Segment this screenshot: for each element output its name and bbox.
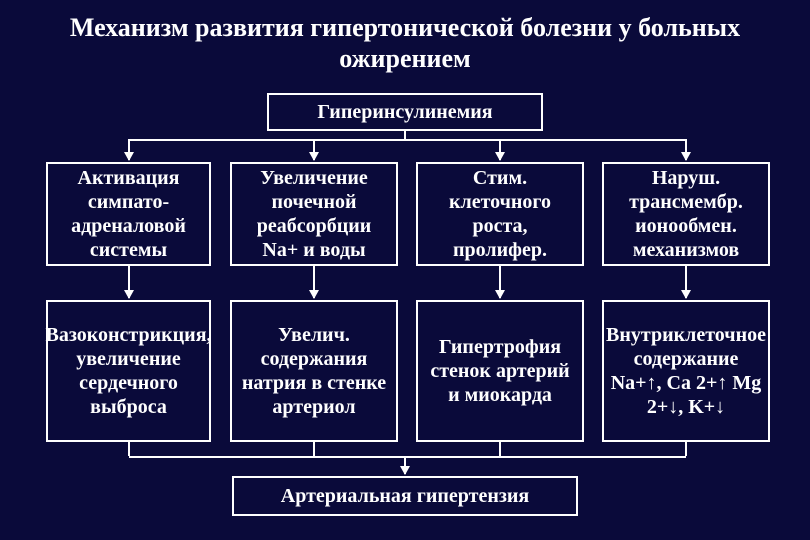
- arrow-top-to-r1-0: [128, 139, 130, 160]
- connector-r2-down-0: [128, 442, 130, 456]
- connector-r2-down-1: [313, 442, 315, 456]
- node-r2-2: Гипертрофия стенок артерий и миокарда: [416, 300, 584, 442]
- node-r1-1: Увеличение почечной реабсорбции Na+ и во…: [230, 162, 398, 266]
- arrow-to-bottom: [404, 456, 406, 474]
- connector-r2-down-3: [685, 442, 687, 456]
- arrow-r1-to-r2-1: [313, 266, 315, 298]
- connector-hline-bottom: [129, 456, 687, 458]
- node-r2-3: Внутриклеточное содержание Na+↑, Ca 2+↑ …: [602, 300, 770, 442]
- node-r1-0: Активация симпато-адреналовой системы: [46, 162, 211, 266]
- arrow-r1-to-r2-3: [685, 266, 687, 298]
- node-r1-3: Наруш. трансмембр. ионообмен. механизмов: [602, 162, 770, 266]
- arrow-r1-to-r2-0: [128, 266, 130, 298]
- node-r2-1: Увелич. содержания натрия в стенке артер…: [230, 300, 398, 442]
- node-arterial-hypertension: Артериальная гипертензия: [232, 476, 578, 516]
- arrow-top-to-r1-1: [313, 139, 315, 160]
- arrow-r1-to-r2-2: [499, 266, 501, 298]
- connector-top-stub: [404, 131, 406, 139]
- node-r1-2: Стим. клеточного роста, пролифер.: [416, 162, 584, 266]
- node-hyperinsulinemia: Гиперинсулинемия: [267, 93, 543, 131]
- connector-r2-down-2: [499, 442, 501, 456]
- arrow-top-to-r1-2: [499, 139, 501, 160]
- arrow-top-to-r1-3: [685, 139, 687, 160]
- node-r2-0: Вазоконстрикция, увеличение сердечного в…: [46, 300, 211, 442]
- diagram-title: Механизм развития гипертонической болезн…: [0, 0, 810, 82]
- connector-hline-top: [129, 139, 687, 141]
